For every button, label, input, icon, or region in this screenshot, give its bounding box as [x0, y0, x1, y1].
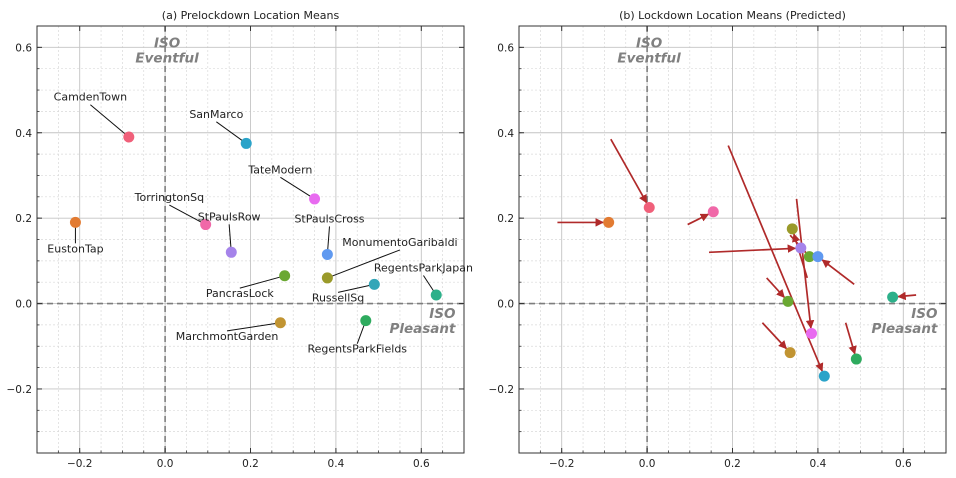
- x-tick-label: 0.2: [242, 458, 259, 470]
- point-label: MonumentoGaribaldi: [342, 236, 457, 249]
- point-regentsparkjapan: [430, 289, 442, 301]
- iso-eventful-label: ISO Eventful: [617, 35, 681, 66]
- leader-line: [239, 275, 285, 289]
- iso-label-line: ISO: [911, 306, 937, 322]
- point-label: RegentsParkJapan: [374, 262, 473, 275]
- predicted-point: [786, 223, 798, 235]
- point-stpaulscross: [321, 248, 333, 260]
- predicted-point: [805, 327, 817, 339]
- y-tick-label: 0.4: [15, 128, 32, 140]
- point-label: MarchmontGarden: [176, 330, 279, 343]
- point-label: TateModern: [247, 163, 312, 176]
- iso-label-line: Eventful: [617, 50, 681, 66]
- shift-arrow: [687, 213, 710, 226]
- panel-a: −0.2 0.0 0.2 0.4 0.6 −0.2 0.0 0.2 0.4 0.6 (a) Prel…: [7, 9, 474, 470]
- leader-line: [280, 176, 315, 200]
- predicted-point: [784, 347, 796, 359]
- shift-arrow: [844, 322, 857, 355]
- iso-label-line: Pleasant: [389, 321, 456, 337]
- y-tick-label: 0.2: [497, 213, 514, 225]
- shift-arrow: [761, 322, 788, 350]
- iso-pleasant-label: ISO Pleasant: [389, 306, 456, 337]
- point-eustontap: [69, 216, 81, 228]
- iso-label-line: Eventful: [135, 50, 199, 66]
- point-label: RussellSq: [312, 291, 364, 304]
- predicted-point: [643, 201, 655, 213]
- point-pancraslock: [279, 270, 291, 282]
- point-label: StPaulsRow: [198, 210, 261, 223]
- x-tick-label: −0.2: [67, 458, 93, 470]
- y-tick-label: 0.6: [497, 42, 514, 54]
- point-label: SanMarco: [189, 108, 243, 121]
- iso-pleasant-label: ISO Pleasant: [871, 306, 938, 337]
- iso-label-line: Pleasant: [871, 321, 938, 337]
- leader-line: [216, 121, 247, 144]
- point-torringtonsq: [200, 219, 212, 231]
- shift-arrow: [766, 277, 785, 298]
- point-russellsq: [368, 278, 380, 290]
- point-stpaulsrow: [225, 246, 237, 258]
- leader-line: [90, 104, 130, 138]
- shift-arrow: [821, 259, 855, 286]
- iso-label-line: ISO: [636, 35, 662, 51]
- shift-arrow: [610, 138, 648, 204]
- iso-label-line: ISO: [429, 306, 455, 322]
- shift-arrow: [795, 198, 815, 329]
- predicted-point: [707, 206, 719, 218]
- x-tick-label: −0.2: [549, 458, 575, 470]
- point-label: CamdenTown: [54, 91, 127, 104]
- y-tick-label: 0.4: [497, 128, 514, 140]
- x-tick-label: 0.2: [724, 458, 741, 470]
- iso-eventful-label: ISO Eventful: [135, 35, 199, 66]
- x-tick-label: 0.0: [157, 458, 174, 470]
- predicted-point: [803, 251, 815, 263]
- shift-arrow: [708, 244, 797, 254]
- predicted-point: [812, 251, 824, 263]
- y-tick-label: 0.0: [15, 299, 32, 311]
- point-marchmontgarden: [274, 317, 286, 329]
- y-tick-label: 0.0: [497, 299, 514, 311]
- chart-title: (a) Prelockdown Location Means: [162, 9, 340, 22]
- point-label: PancrasLock: [206, 287, 275, 300]
- point-label: RegentsParkFields: [307, 343, 407, 356]
- predicted-point: [850, 353, 862, 365]
- leader-line: [226, 322, 281, 332]
- x-tick-label: 0.6: [413, 458, 430, 470]
- leader-line: [169, 204, 206, 225]
- point-regentsparkfields: [360, 315, 372, 327]
- predicted-point: [603, 216, 615, 228]
- point-sanmarco: [240, 137, 252, 149]
- point-tatemodern: [309, 193, 321, 205]
- y-tick-label: −0.2: [489, 384, 515, 396]
- point-label: StPaulsCross: [294, 212, 364, 225]
- y-tick-label: −0.2: [7, 384, 33, 396]
- y-tick-label: 0.6: [15, 42, 32, 54]
- leader-line: [337, 283, 375, 293]
- point-monumentogaribaldi: [321, 272, 333, 284]
- x-tick-label: 0.4: [328, 458, 345, 470]
- iso-label-line: ISO: [154, 35, 180, 51]
- predicted-point: [818, 370, 830, 382]
- x-tick-label: 0.0: [639, 458, 656, 470]
- chart-title: (b) Lockdown Location Means (Predicted): [619, 9, 846, 22]
- predicted-point: [887, 291, 899, 303]
- predicted-point: [795, 242, 807, 254]
- point-camdentown: [123, 131, 135, 143]
- leader-line: [327, 249, 401, 279]
- shift-arrow: [897, 291, 917, 301]
- y-tick-label: 0.2: [15, 213, 32, 225]
- panel-b: −0.2 0.0 0.2 0.4 0.6 −0.2 0.0 0.2 0.4 0.6 (b) Lock…: [489, 9, 947, 470]
- x-tick-label: 0.4: [810, 458, 827, 470]
- point-label: EustonTap: [47, 242, 103, 255]
- point-label: TorringtonSq: [134, 191, 204, 204]
- x-tick-label: 0.6: [895, 458, 912, 470]
- predicted-point: [782, 295, 794, 307]
